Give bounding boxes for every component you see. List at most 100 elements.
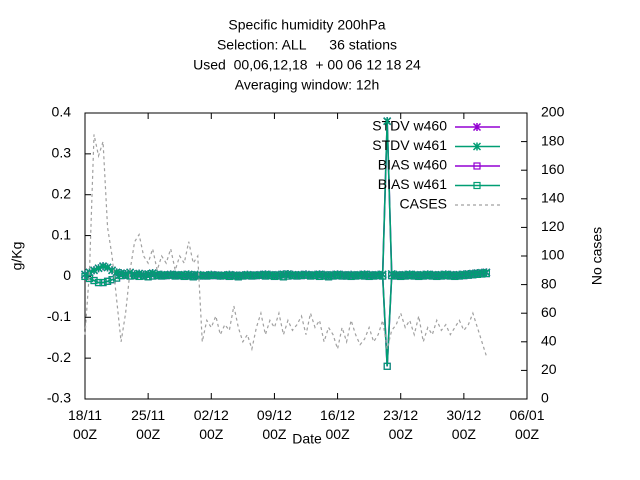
point (320, 272, 328, 280)
y2-tick-label: 160 (541, 161, 565, 177)
point (455, 272, 463, 280)
point (266, 272, 274, 280)
point (482, 269, 491, 278)
point (428, 272, 436, 280)
point (352, 272, 360, 280)
point (451, 272, 459, 281)
y2-tick-label: 200 (541, 104, 565, 120)
point (392, 272, 400, 280)
point (99, 278, 107, 287)
point (99, 262, 108, 271)
point (473, 270, 481, 278)
series-line (84, 272, 487, 367)
x-axis-label: Date (292, 431, 322, 447)
point (356, 272, 364, 280)
point (270, 272, 279, 281)
point (311, 272, 319, 280)
point (297, 272, 306, 280)
point (261, 272, 270, 280)
point (103, 263, 112, 272)
x-tick-label: 23/12 00Z (383, 407, 419, 442)
series-line (84, 272, 487, 367)
point (324, 273, 333, 281)
point (442, 272, 450, 280)
point (126, 272, 134, 280)
y-tick-label: -0.1 (47, 308, 71, 324)
point (284, 272, 292, 280)
point (302, 271, 310, 279)
y2-tick-label: 140 (541, 190, 565, 206)
series-line (84, 134, 487, 357)
point (207, 272, 215, 280)
point (379, 272, 387, 280)
y2-tick-label: 20 (541, 361, 557, 377)
point (131, 272, 139, 280)
y2-tick-label: 100 (541, 247, 565, 263)
point (388, 272, 396, 280)
point (167, 271, 175, 279)
point (464, 271, 472, 279)
point (94, 278, 103, 287)
point (361, 272, 369, 280)
point (248, 272, 256, 280)
point (198, 272, 206, 280)
point (153, 272, 161, 280)
point (162, 272, 170, 280)
point (135, 272, 143, 281)
x-tick-label: 02/12 00Z (193, 407, 229, 442)
point (347, 272, 355, 281)
point (94, 264, 103, 273)
x-tick-label: 18/11 00Z (68, 407, 102, 442)
point (383, 117, 392, 126)
legend-marker (472, 122, 482, 132)
point (90, 276, 98, 285)
point (410, 272, 418, 280)
y-tick-label: 0 (63, 267, 71, 283)
y2-tick-label: 80 (541, 275, 557, 291)
point (171, 272, 179, 280)
chart-title: Averaging window: 12h (235, 77, 380, 93)
y-axis-label: g/Kg (9, 242, 25, 271)
y-tick-label: -0.3 (47, 390, 71, 406)
point (180, 272, 188, 281)
legend-label: STDV w460 (372, 118, 447, 134)
point (329, 272, 337, 280)
point (383, 362, 391, 370)
point (419, 272, 427, 280)
legend-label: CASES (400, 196, 447, 212)
point (239, 272, 247, 280)
y2-axis-label: No cases (589, 227, 605, 285)
y2-tick-label: 40 (541, 333, 557, 349)
point (89, 266, 99, 275)
plot-frame (84, 112, 528, 400)
point (108, 276, 116, 284)
point (446, 272, 454, 280)
point (365, 272, 373, 281)
point (252, 272, 260, 280)
point (225, 272, 233, 281)
point (234, 273, 242, 281)
point (275, 272, 283, 280)
point (342, 272, 351, 280)
point (306, 272, 315, 280)
legend-marker (472, 142, 482, 151)
point (144, 273, 152, 281)
y2-tick-label: 120 (541, 218, 565, 234)
chart-title: Used 00,06,12,18 + 00 06 12 18 24 (193, 57, 421, 73)
x-tick-label: 06/01 00Z (509, 407, 545, 442)
legend-label: BIAS w460 (378, 157, 447, 173)
point (85, 274, 94, 283)
point (478, 270, 486, 278)
point (293, 272, 301, 280)
point (230, 272, 238, 280)
point (149, 272, 157, 280)
point (288, 272, 297, 280)
y-tick-label: 0.1 (52, 226, 72, 242)
point (433, 272, 441, 281)
point (415, 272, 423, 281)
point (257, 271, 265, 279)
point (397, 272, 405, 281)
point (121, 271, 130, 279)
